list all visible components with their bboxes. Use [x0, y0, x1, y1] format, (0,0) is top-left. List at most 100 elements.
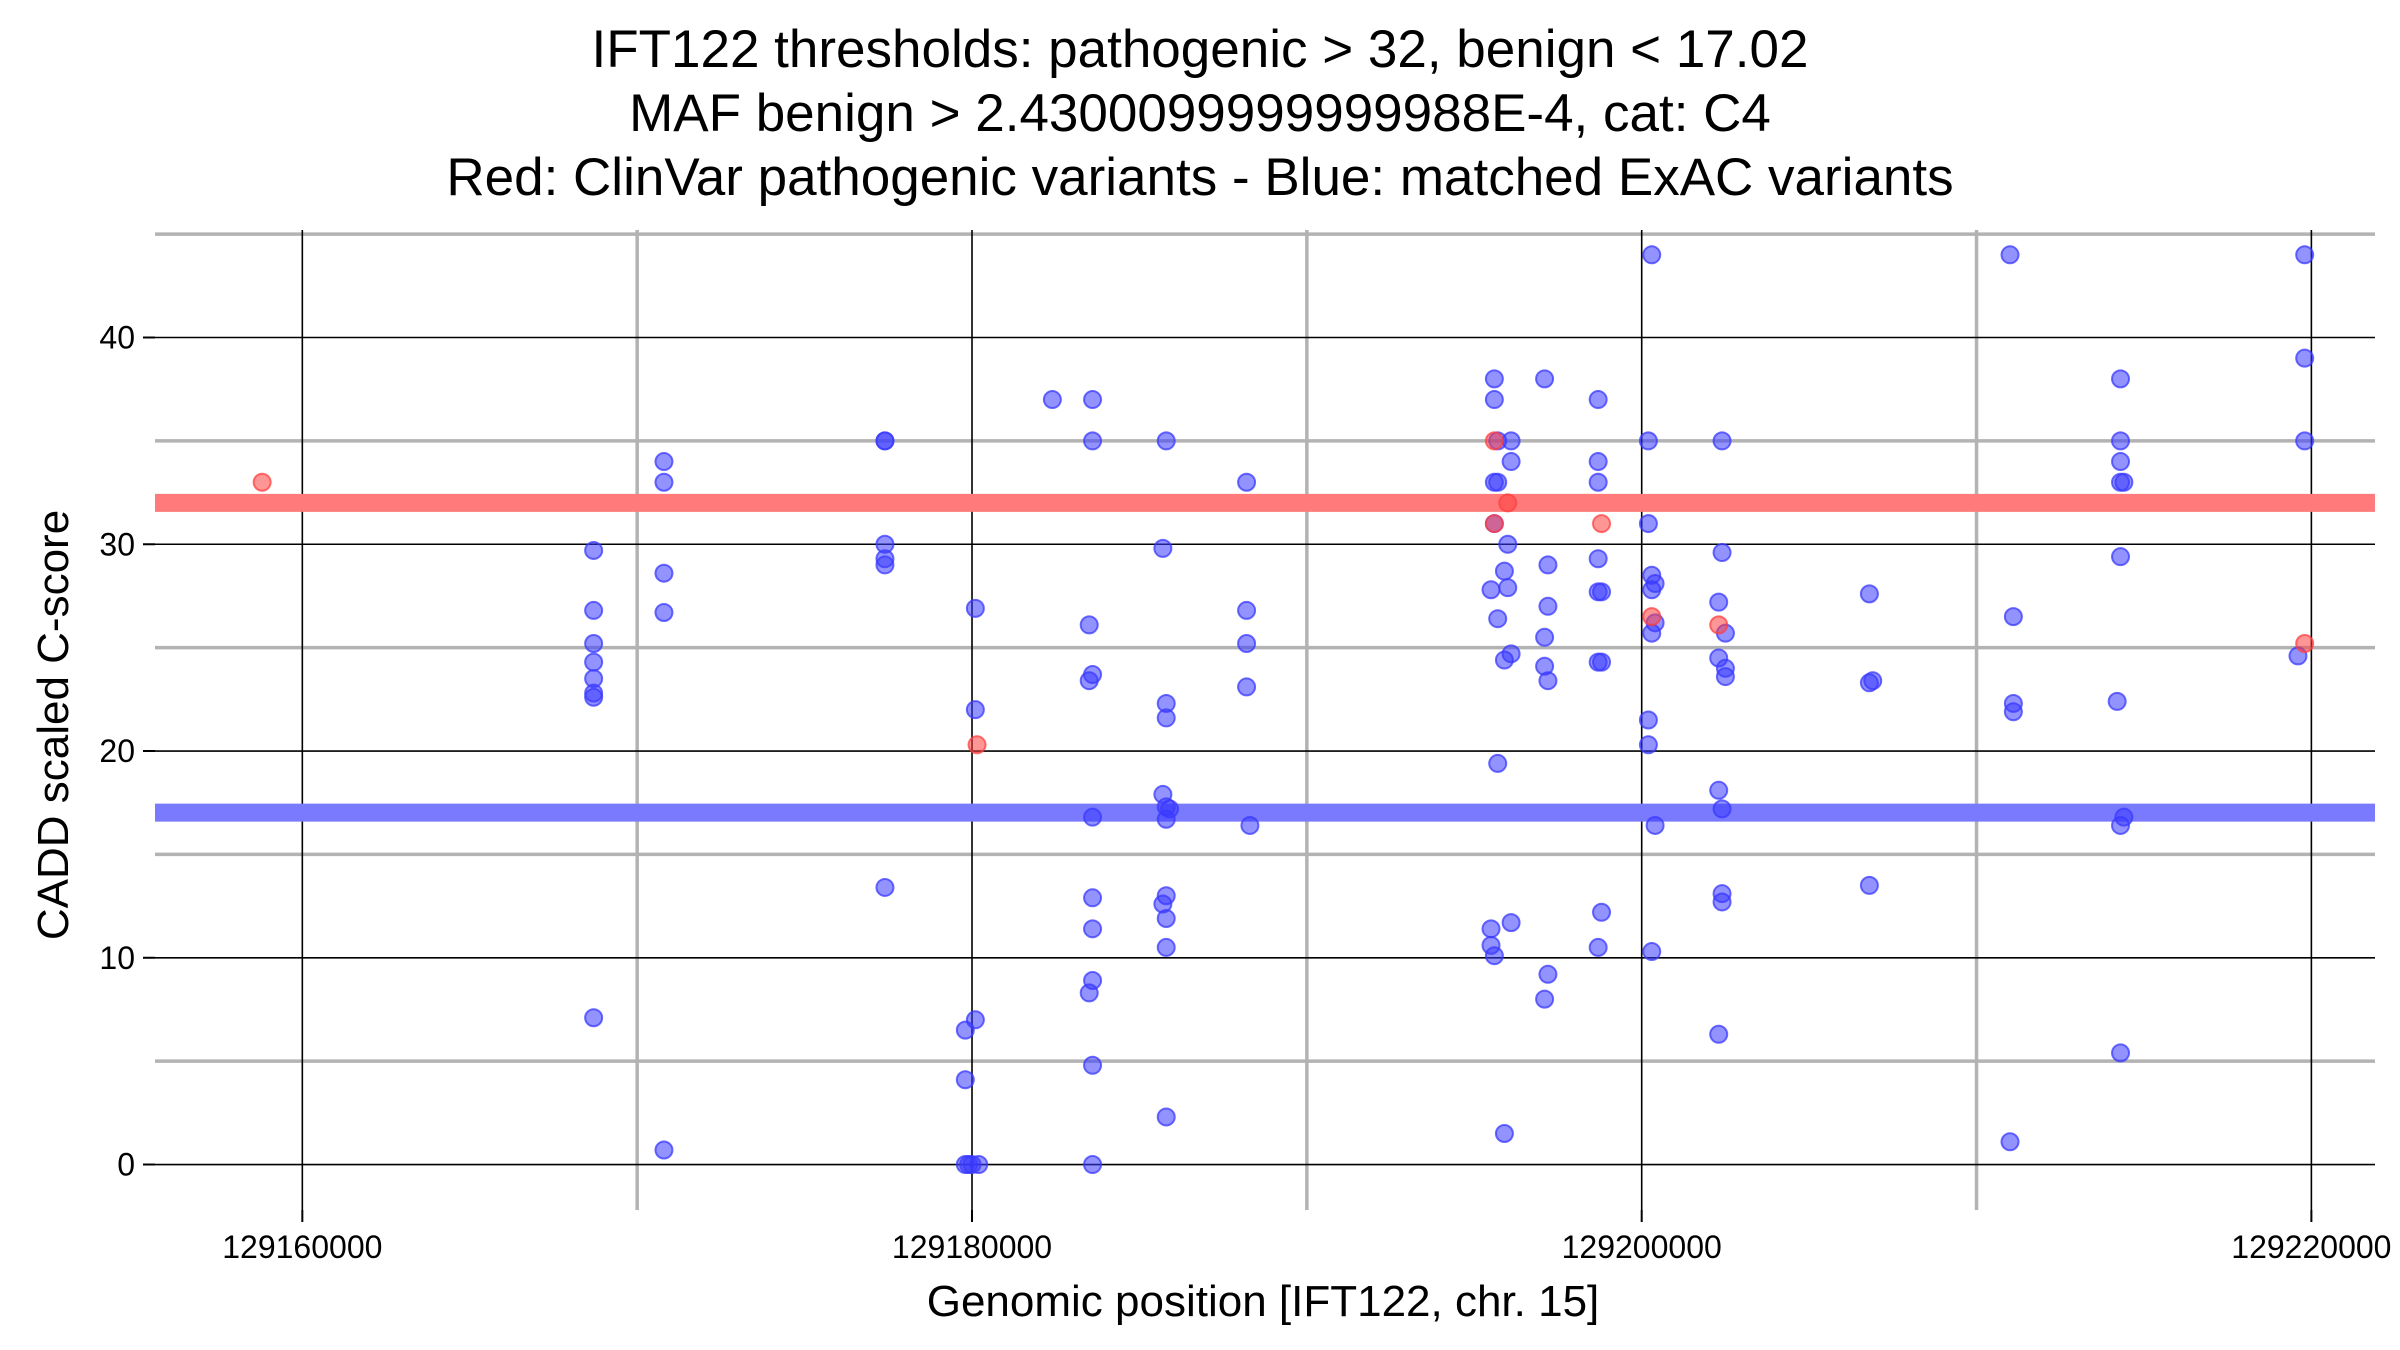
- benign-point: [1588, 452, 1608, 472]
- benign-point: [1538, 555, 1558, 575]
- benign-point: [1083, 807, 1103, 827]
- benign-point: [1156, 908, 1176, 928]
- benign-point: [1488, 753, 1508, 773]
- benign-point: [1153, 538, 1173, 558]
- benign-point: [1156, 1107, 1176, 1127]
- benign-point: [1535, 989, 1555, 1009]
- chart-title-line-1: IFT122 thresholds: pathogenic > 32, beni…: [591, 20, 1809, 79]
- benign-point: [1498, 578, 1518, 598]
- benign-point: [1501, 431, 1521, 451]
- benign-point: [1237, 634, 1257, 654]
- benign-point: [2000, 1132, 2020, 1152]
- benign-point: [2111, 431, 2131, 451]
- benign-point: [1156, 809, 1176, 829]
- benign-point: [584, 540, 604, 560]
- benign-point: [1638, 735, 1658, 755]
- benign-point: [1237, 677, 1257, 697]
- benign-point: [1638, 514, 1658, 534]
- x-tick-label: 129200000: [1562, 1229, 1722, 1265]
- benign-point: [1588, 937, 1608, 957]
- benign-point: [2111, 815, 2131, 835]
- pathogenic-point: [1592, 514, 1612, 534]
- benign-point: [2111, 1043, 2131, 1063]
- benign-point: [654, 452, 674, 472]
- benign-point: [1535, 627, 1555, 647]
- benign-point: [2000, 245, 2020, 265]
- benign-point: [2111, 369, 2131, 389]
- chart-title: IFT122 thresholds: pathogenic > 32, beni…: [0, 18, 2400, 210]
- chart-title-line-3: Red: ClinVar pathogenic variants - Blue:…: [446, 148, 1954, 207]
- benign-point: [969, 1155, 989, 1175]
- y-axis-title: CADD scaled C-score: [29, 510, 78, 940]
- benign-point: [1642, 942, 1662, 962]
- benign-point: [1645, 815, 1665, 835]
- benign-point: [654, 1140, 674, 1160]
- benign-point: [1501, 452, 1521, 472]
- data-points: [252, 245, 2315, 1175]
- benign-point: [2003, 702, 2023, 722]
- benign-point: [1712, 431, 1732, 451]
- benign-point: [2107, 691, 2127, 711]
- benign-point: [1709, 1024, 1729, 1044]
- benign-point: [1494, 650, 1514, 670]
- chart-title-line-2: MAF benign > 2.4300099999999988E-4, cat:…: [629, 84, 1771, 143]
- benign-point: [1484, 369, 1504, 389]
- benign-point: [2295, 431, 2315, 451]
- benign-point: [1501, 913, 1521, 933]
- pathogenic-point: [1642, 607, 1662, 627]
- benign-point: [584, 1008, 604, 1028]
- benign-point: [1083, 888, 1103, 908]
- benign-point: [1484, 390, 1504, 410]
- y-tick-label: 40: [99, 320, 135, 356]
- benign-point: [1709, 780, 1729, 800]
- pathogenic-point: [252, 472, 272, 492]
- benign-point: [2295, 245, 2315, 265]
- benign-point: [1498, 534, 1518, 554]
- benign-point: [1592, 902, 1612, 922]
- benign-point: [1240, 815, 1260, 835]
- benign-point: [1712, 543, 1732, 563]
- pathogenic-point: [1498, 493, 1518, 513]
- benign-point: [1712, 892, 1732, 912]
- benign-point: [1083, 1155, 1103, 1175]
- benign-point: [1538, 964, 1558, 984]
- benign-point: [875, 555, 895, 575]
- benign-point: [654, 472, 674, 492]
- benign-point: [2111, 452, 2131, 472]
- benign-point: [1712, 799, 1732, 819]
- benign-point: [965, 700, 985, 720]
- benign-point: [1237, 600, 1257, 620]
- grid-layer: [155, 230, 2375, 1210]
- benign-point: [1638, 431, 1658, 451]
- benign-point: [955, 1070, 975, 1090]
- benign-point: [1481, 919, 1501, 939]
- benign-point: [1535, 369, 1555, 389]
- benign-point: [1538, 596, 1558, 616]
- benign-point: [1042, 390, 1062, 410]
- threshold-lines: [155, 493, 2375, 822]
- benign-point: [1859, 875, 1879, 895]
- benign-point: [1156, 937, 1176, 957]
- y-tick-label: 20: [99, 733, 135, 769]
- benign-point: [584, 687, 604, 707]
- benign-point: [1079, 615, 1099, 635]
- benign-point: [1859, 584, 1879, 604]
- x-axis-title: Genomic position [IFT122, chr. 15]: [927, 1277, 1600, 1326]
- y-tick-label: 30: [99, 526, 135, 562]
- benign-point: [1592, 652, 1612, 672]
- benign-point: [1642, 245, 1662, 265]
- benign-point: [1237, 472, 1257, 492]
- benign-point: [1079, 671, 1099, 691]
- benign-point: [1494, 561, 1514, 581]
- benign-point: [2295, 348, 2315, 368]
- benign-point: [1488, 472, 1508, 492]
- axis-ticks: 0 10 20 30 40 129160000 129180000 129200000 1292…: [99, 320, 2391, 1265]
- x-tick-label: 129180000: [892, 1229, 1052, 1265]
- benign-point: [584, 600, 604, 620]
- pathogenic-point: [1709, 615, 1729, 635]
- benign-point: [2114, 472, 2134, 492]
- benign-point: [875, 431, 895, 451]
- pathogenic-point: [967, 735, 987, 755]
- benign-point: [1156, 431, 1176, 451]
- benign-point: [1538, 671, 1558, 691]
